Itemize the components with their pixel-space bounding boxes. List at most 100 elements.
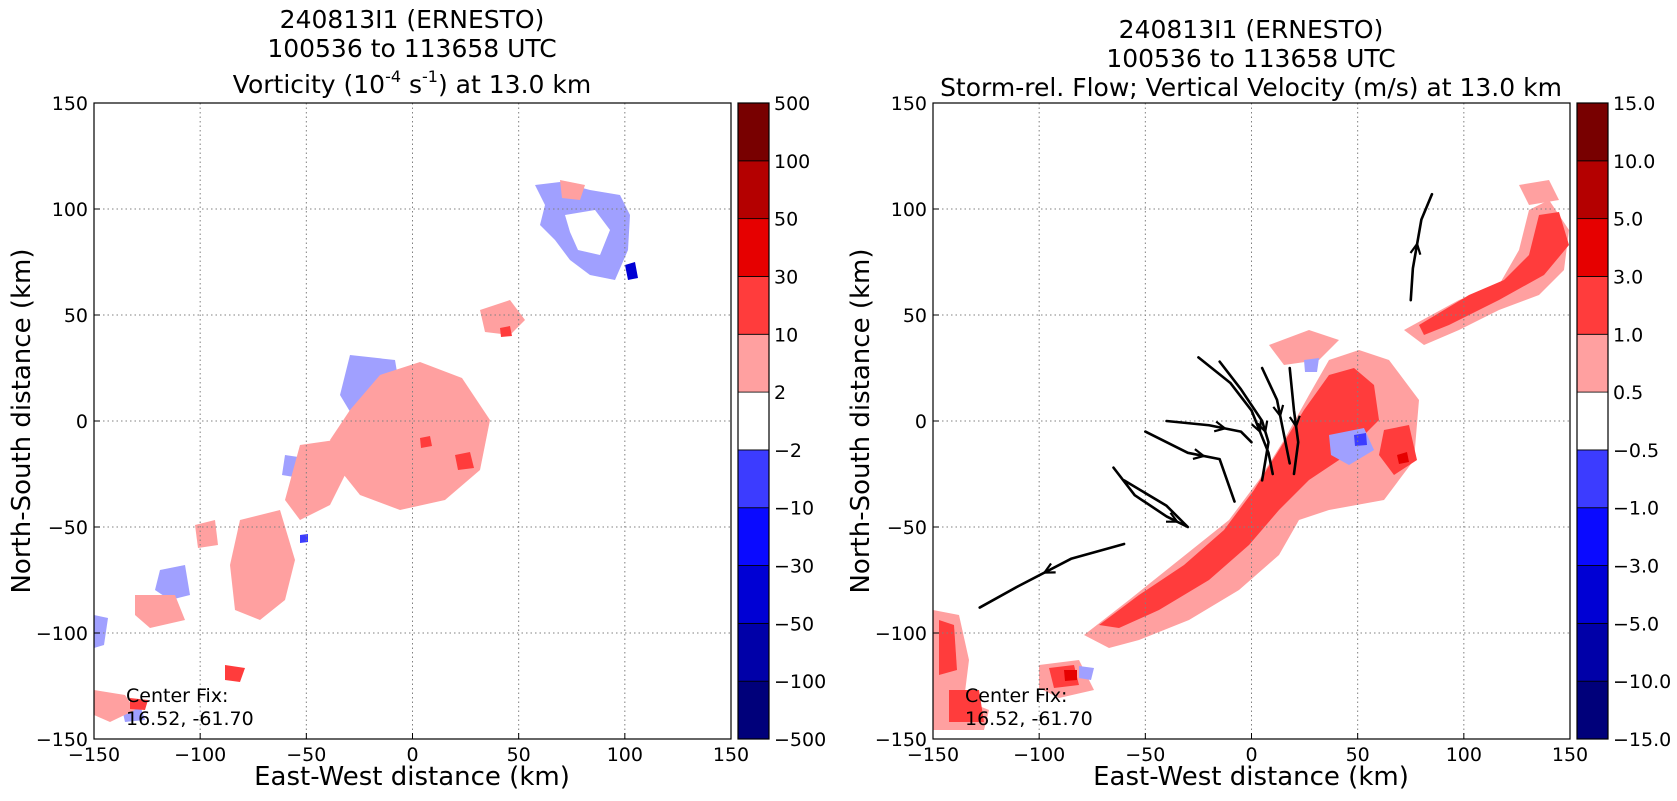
y-tick-label: 100 (891, 199, 927, 221)
x-tick-label: 100 (607, 744, 643, 766)
colorbar: −15.0 −10.0 −5.0 −3.0 −1.0 −0.5 0.5 1.0 3.0 5.0 10… (1576, 93, 1671, 751)
colorbar-tick-label: 2 (774, 382, 786, 404)
x-tick-label: −100 (174, 744, 226, 766)
colorbar-tick-label: 1.0 (1613, 324, 1643, 346)
colorbar-tick-label: −50 (774, 613, 814, 635)
colorbar-tick-label: −10 (774, 498, 814, 520)
colorbar-band (737, 622, 770, 682)
vertical-velocity-region (1404, 200, 1569, 345)
colorbar-band (737, 391, 770, 451)
colorbar-band (1576, 449, 1609, 509)
x-tick-label: −50 (1125, 744, 1165, 766)
streamline-arrow (1166, 512, 1180, 523)
x-tick-label: −150 (907, 744, 959, 766)
streamline-arrow (1272, 404, 1285, 419)
vertical-velocity-region (949, 690, 984, 722)
y-tick-label: 50 (903, 305, 927, 327)
colorbar-band (737, 565, 770, 624)
chart-title-line2: 100536 to 113658 UTC (267, 34, 556, 63)
colorbar-tick-label: −1.0 (1613, 498, 1659, 520)
streamline-arrow (1042, 562, 1056, 574)
colorbar-tick-label: 30 (774, 266, 798, 288)
colorbar-frame (737, 102, 770, 740)
vorticity-field (94, 180, 638, 722)
vorticity-region (500, 326, 512, 337)
y-tick-label: −50 (887, 517, 927, 539)
y-tick-label: 100 (52, 199, 88, 221)
colorbar-band (737, 218, 770, 277)
vorticity-panel: 240813I1 (ERNESTO) 100536 to 113658 UTC … (0, 0, 838, 797)
colorbar-tick-label: −5.0 (1613, 613, 1659, 635)
vertical-velocity-region (1397, 452, 1409, 464)
streamline (1197, 356, 1275, 476)
vertical-velocity-region (1064, 670, 1077, 681)
y-tick-label: −100 (36, 623, 88, 645)
colorbar-tick-label: 10 (774, 324, 798, 346)
chart-title-line1: 240813I1 (ERNESTO) (280, 5, 545, 34)
colorbar-band (737, 160, 770, 220)
x-tick-label: 150 (713, 744, 749, 766)
colorbar-tick-label: 3.0 (1613, 266, 1643, 288)
x-axis-label: East-West distance (km) (1093, 762, 1409, 792)
colorbar-band (1576, 507, 1609, 566)
colorbar-band (1576, 391, 1609, 451)
vorticity-region (230, 510, 295, 620)
streamlines (978, 192, 1434, 609)
colorbar-band (1576, 102, 1609, 162)
y-tick-label: 50 (64, 305, 88, 327)
y-tick-label: −50 (48, 517, 88, 539)
vertical-velocity-region (1099, 368, 1379, 628)
streamline-arrow (1250, 420, 1263, 434)
colorbar-tick-label: 100 (774, 151, 810, 173)
colorbar-tick-label: −0.5 (1613, 440, 1659, 462)
colorbar-tick-label: −500 (774, 729, 826, 751)
x-axis-label: East-West distance (km) (254, 762, 570, 792)
streamline-arrow (1213, 420, 1228, 433)
y-tick-label: 150 (52, 93, 88, 115)
colorbar-tick-label: 15.0 (1613, 93, 1655, 115)
vorticity-region (480, 300, 525, 335)
colorbar-band (1576, 276, 1609, 335)
y-tick-label: 0 (915, 411, 927, 433)
colorbar-band (737, 680, 770, 740)
colorbar-tick-label: 10.0 (1613, 151, 1655, 173)
vertical-velocity-region (1079, 666, 1094, 680)
colorbar-band (737, 276, 770, 335)
streamline-arrow (1409, 241, 1422, 256)
colorbar-band (737, 449, 770, 509)
y-tick-label: −150 (875, 729, 927, 751)
chart-title-line3: Vorticity (10-4 s-1) at 13.0 km (233, 67, 591, 99)
vertical-velocity-panel: 240813I1 (ERNESTO) 100536 to 113658 UTC … (839, 0, 1677, 797)
vorticity-region (420, 436, 432, 448)
vertical-velocity-region (1519, 180, 1559, 205)
vorticity-chart: 240813I1 (ERNESTO) 100536 to 113658 UTC … (7, 5, 826, 792)
colorbar-tick-label: −15.0 (1613, 729, 1671, 751)
vorticity-region (155, 565, 190, 600)
chart-title-line2: 100536 to 113658 UTC (1106, 44, 1395, 73)
colorbar-band (737, 507, 770, 566)
vorticity-region (330, 362, 490, 510)
y-tick-labels: −150 −100 −50 0 50 100 150 (36, 93, 88, 751)
streamline (1165, 419, 1253, 444)
colorbar-band (1576, 680, 1609, 740)
colorbar-tick-label: −30 (774, 556, 814, 578)
colorbar-tick-label: 500 (774, 93, 810, 115)
vertical-velocity-region (1354, 433, 1367, 446)
center-fix-label: Center Fix: (965, 685, 1067, 707)
center-fix-value: 16.52, -61.70 (965, 708, 1093, 730)
plot-frame (932, 102, 1571, 740)
colorbar-band (737, 333, 770, 393)
streamline (1112, 466, 1190, 529)
colorbar-tick-label: −2 (774, 440, 802, 462)
vorticity-region (94, 615, 108, 648)
x-tick-labels: −150 −100 −50 0 50 100 150 (907, 744, 1588, 766)
y-axis-label: North-South distance (km) (846, 248, 876, 593)
vertical-velocity-region (1304, 358, 1319, 372)
x-tick-label: 0 (1245, 744, 1257, 766)
x-tick-label: 50 (507, 744, 531, 766)
colorbar-tick-label: 0.5 (1613, 382, 1643, 404)
vorticity-region (135, 595, 185, 628)
colorbar-band (1576, 218, 1609, 277)
vertical-velocity-region (1269, 330, 1339, 365)
streamline (1144, 430, 1236, 503)
